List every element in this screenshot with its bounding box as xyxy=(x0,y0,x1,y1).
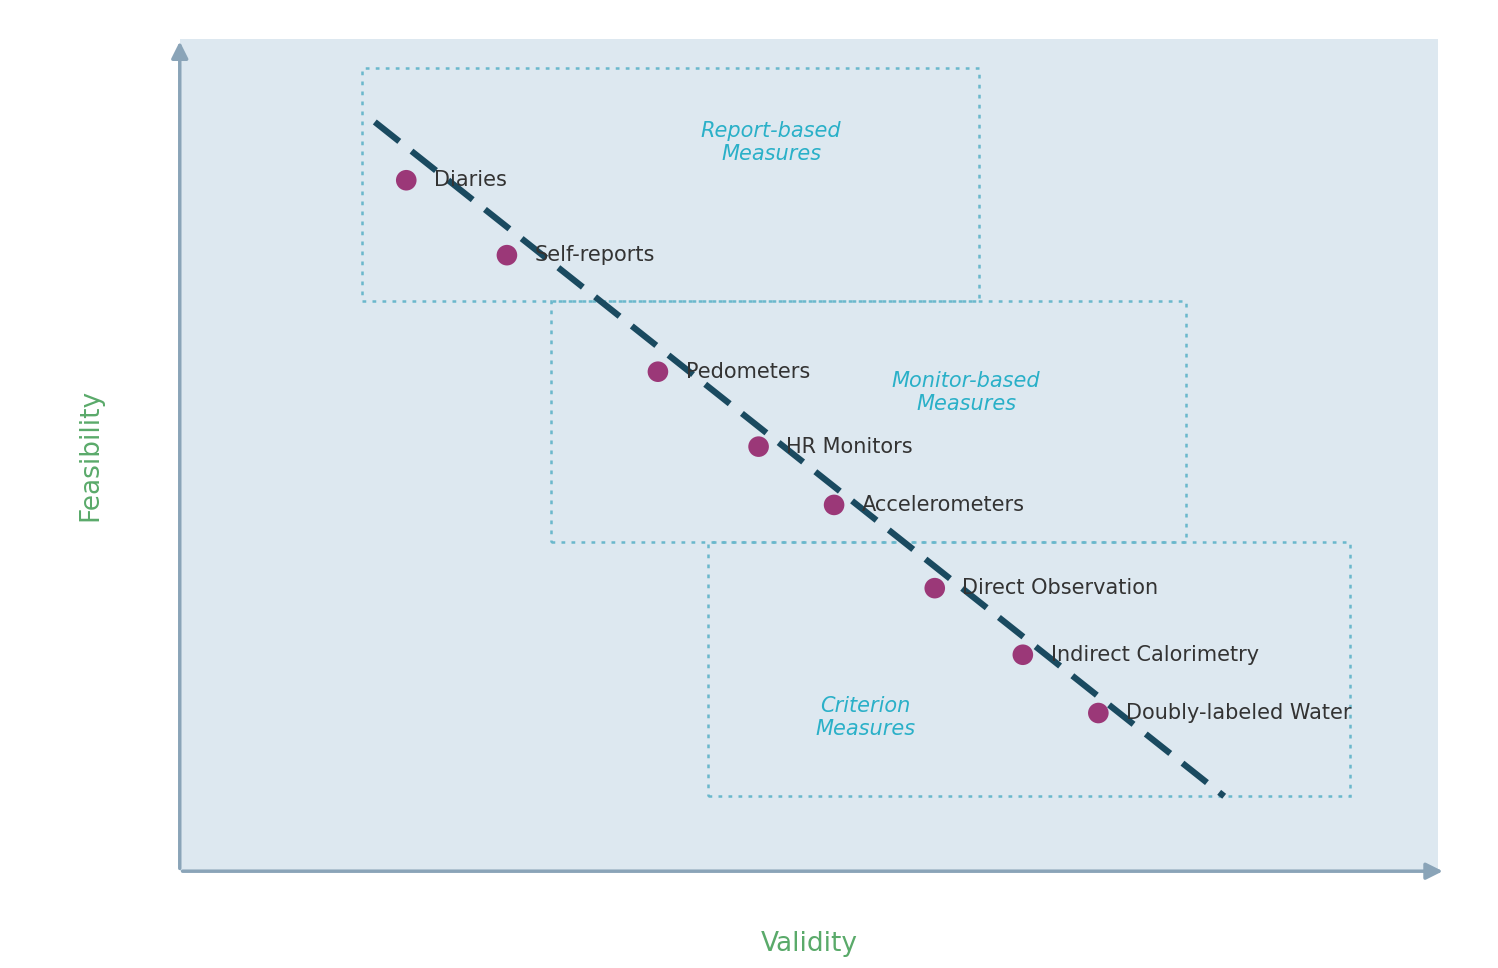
Point xyxy=(923,581,947,596)
Text: Report-based
Measures: Report-based Measures xyxy=(701,121,842,165)
Text: Self-reports: Self-reports xyxy=(535,245,655,265)
Text: Validity: Validity xyxy=(761,931,857,956)
Point xyxy=(494,248,518,263)
Point xyxy=(394,172,418,188)
Text: Direct Observation: Direct Observation xyxy=(962,578,1158,598)
Point xyxy=(746,439,770,454)
Point xyxy=(1011,647,1035,662)
Text: Criterion
Measures: Criterion Measures xyxy=(815,696,915,739)
Text: Accelerometers: Accelerometers xyxy=(861,495,1025,515)
Text: Pedometers: Pedometers xyxy=(686,362,810,381)
Text: Diaries: Diaries xyxy=(434,170,506,191)
Text: HR Monitors: HR Monitors xyxy=(786,437,912,457)
Text: Indirect Calorimetry: Indirect Calorimetry xyxy=(1050,645,1258,665)
Point xyxy=(822,498,846,513)
Point xyxy=(1086,706,1110,721)
Text: Feasibility: Feasibility xyxy=(76,389,103,521)
Text: Monitor-based
Measures: Monitor-based Measures xyxy=(891,371,1041,414)
Bar xyxy=(551,301,1186,542)
Text: Doubly-labeled Water: Doubly-labeled Water xyxy=(1126,703,1351,723)
Bar xyxy=(363,68,978,301)
Bar xyxy=(709,542,1350,797)
Point xyxy=(646,364,670,379)
